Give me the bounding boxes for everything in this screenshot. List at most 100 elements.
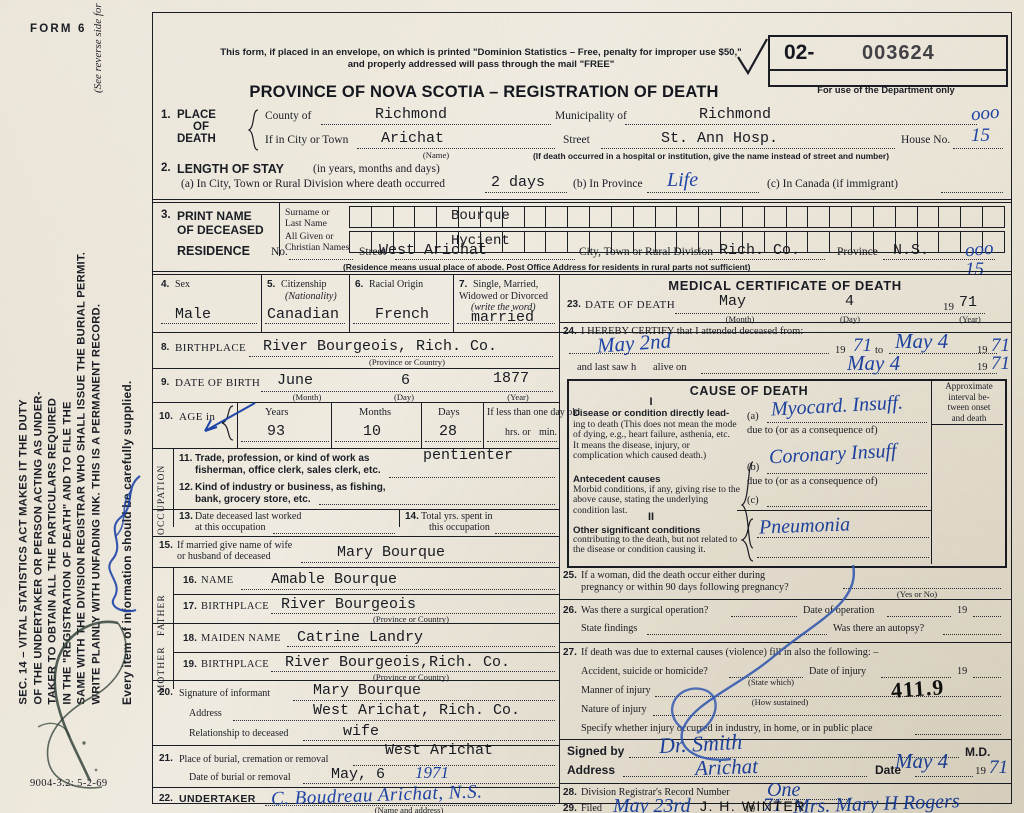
item6-value: French — [375, 306, 430, 323]
item20-number: 20. — [159, 687, 173, 698]
item17-number: 17. — [183, 601, 197, 612]
item29-number: 29. — [563, 803, 577, 813]
item27-nature-label: Nature of injury — [581, 704, 647, 715]
item20-signature-dotline — [293, 700, 555, 701]
item15-value: Mary Bourque — [337, 544, 446, 561]
item24-from-year-prefix: 19 — [835, 345, 846, 356]
mother-side-label: MOTHER — [157, 646, 167, 693]
item28-value: One — [767, 779, 801, 801]
item10-label: AGE in — [179, 411, 216, 423]
item27-dateinjury-label: Date of injury — [809, 666, 867, 677]
residence-no-label: No. — [271, 246, 288, 258]
item21-date-dotline — [303, 783, 555, 784]
cause-part2-bold: Other significant conditions — [573, 525, 701, 536]
pencil-annotation-winter: J. H. WINTER — [700, 798, 806, 813]
form-title: PROVINCE OF NOVA SCOTIA – REGISTRATION O… — [249, 83, 719, 101]
item12-label-2: bank, grocery store, etc. — [195, 494, 311, 505]
item27-number: 27. — [563, 647, 577, 658]
item20-relationship-label: Relationship to deceased — [189, 728, 289, 739]
item4-label: Sex — [175, 279, 190, 290]
residence-province-label: Province — [837, 246, 878, 258]
item26-number: 26. — [563, 605, 577, 616]
occupation-side-label: OCCUPATION — [157, 464, 167, 535]
item19-caption: (Province or Country) — [373, 672, 449, 682]
item12-label-1: Kind of industry or business, as fishing… — [195, 482, 386, 493]
item10-months-header: Months — [359, 407, 392, 418]
cause-part2-dotline-1 — [757, 537, 929, 538]
city-town-label: If in City or Town — [265, 134, 349, 146]
residence-label: RESIDENCE — [177, 244, 250, 258]
cause-line-b-dotline — [767, 473, 927, 474]
item29-year: 71 — [763, 795, 782, 813]
item23-year: 71 — [959, 294, 978, 311]
item29-registrar-value: Mrs. Mary H Rogers — [792, 790, 960, 813]
item24-lastsaw-value: May 4 — [847, 351, 901, 375]
item2-number: 2. — [161, 162, 171, 174]
blue-sweep-annotation — [671, 564, 856, 761]
item18-dotline — [287, 646, 555, 647]
house-no-label: House No. — [901, 134, 951, 146]
item17-value: River Bourgeois — [281, 596, 417, 613]
item2-paren: (in years, months and days) — [313, 163, 440, 175]
item11-label-2: fisherman, office clerk, sales clerk, et… — [195, 465, 381, 476]
item16-dotline — [241, 589, 555, 590]
item18-value: Catrine Landry — [297, 629, 424, 646]
item15-number: 15. — [159, 540, 173, 551]
signed-date-year-prefix: 19 — [975, 765, 986, 777]
residence-street-value: West Arichat — [379, 242, 488, 259]
item17-label: BIRTHPLACE — [201, 601, 270, 612]
margin-annotation-top: ooo — [969, 101, 1001, 126]
interval-header-2: interval be- — [948, 391, 990, 402]
item23-dotline — [675, 313, 985, 314]
item23-month: May — [719, 293, 747, 310]
cause-part2-dotline-2 — [757, 557, 929, 558]
cause-of-death-box — [567, 379, 1007, 568]
item28-number: 28. — [563, 787, 577, 798]
item25-number: 25. — [563, 570, 577, 581]
item20-signature-label: Signature of informant — [179, 688, 271, 699]
street-value: St. Ann Hosp. — [661, 130, 779, 147]
item5-label: Citizenship — [281, 279, 327, 290]
signed-date-label: Date — [875, 763, 902, 777]
item23-year-caption: (Year) — [959, 314, 981, 324]
item28-label: Division Registrar's Record Number — [581, 787, 730, 798]
item24-to-label: to — [875, 345, 884, 356]
signed-address-label: Address — [567, 763, 616, 777]
item8-value: River Bourgeois, Rich. Co. — [263, 338, 498, 355]
item9-year: 1877 — [493, 370, 530, 387]
item16-label: NAME — [201, 575, 234, 586]
item7-dotline — [457, 323, 555, 324]
item26-findings-dotline — [647, 634, 827, 635]
item9-label: DATE OF BIRTH — [175, 377, 261, 389]
cause-line-c-label: (c) — [747, 495, 759, 506]
residence-city-dotline — [709, 259, 825, 260]
item1-label-of: OF — [193, 121, 209, 133]
item11-label-1: Trade, profession, or kind of work as — [195, 453, 370, 464]
residence-province-dotline — [883, 259, 995, 260]
item25-caption: (Yes or No) — [896, 589, 938, 599]
item27-specify-dotline — [915, 734, 1001, 735]
item28-dotline — [765, 799, 851, 800]
item27-accident-label: Accident, suicide or homicide? — [581, 666, 708, 677]
item2a-value: 2 days — [491, 174, 546, 191]
item8-number: 8. — [161, 342, 170, 353]
form-number-label: FORM 6 — [30, 23, 87, 35]
item4-value: Male — [175, 306, 212, 323]
item1-label-place: PLACE — [177, 109, 216, 121]
item27-label: If death was due to external causes (vio… — [581, 647, 879, 658]
item21-place-dotline — [353, 765, 555, 766]
item27-nature-dotline — [653, 715, 1001, 716]
residence-province-value: N.S. — [893, 242, 930, 259]
item23-day: 4 — [845, 293, 855, 310]
item7-value: married — [471, 309, 535, 326]
cause-part1-text: ing to death (This does not mean the mod… — [573, 419, 737, 462]
item12-number: 12. — [179, 482, 193, 493]
item2a-dotline — [485, 192, 567, 193]
cause-part1-numeral: I — [649, 396, 653, 408]
item5-number: 5. — [267, 279, 276, 290]
item24-to-year-prefix: 19 — [977, 345, 988, 356]
item20-signature-value: Mary Bourque — [313, 682, 422, 699]
signed-date-value: May 4 — [895, 749, 949, 773]
item9-day-caption: (Day) — [393, 392, 415, 402]
margin-annotation-bottom: 15 — [971, 125, 990, 146]
